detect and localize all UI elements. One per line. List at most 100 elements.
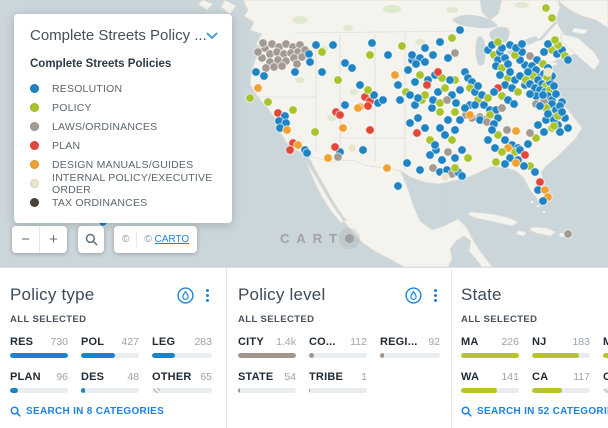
map-dot[interactable] <box>310 127 320 137</box>
search-categories-link[interactable]: SEARCH IN 8 CATEGORIES <box>10 406 164 417</box>
map-dot[interactable] <box>333 152 343 162</box>
map-dot[interactable] <box>390 70 400 80</box>
map-dot[interactable] <box>415 165 425 175</box>
map-dot[interactable] <box>328 40 338 50</box>
zoom-out-button[interactable]: − <box>21 231 30 248</box>
map-dot[interactable] <box>503 59 513 69</box>
map-dot[interactable] <box>451 98 461 108</box>
map-dot[interactable] <box>365 50 375 60</box>
map-dot[interactable] <box>525 128 535 138</box>
map-dot[interactable] <box>543 109 553 119</box>
map-dot[interactable] <box>317 47 327 57</box>
map-dot[interactable] <box>311 40 321 50</box>
map-dot[interactable] <box>415 70 425 80</box>
map-dot[interactable] <box>447 33 457 43</box>
map-dot[interactable] <box>397 41 407 51</box>
map-dot[interactable] <box>473 81 483 91</box>
search-categories-link[interactable]: SEARCH IN 52 CATEGORIES <box>461 406 608 417</box>
map-dot[interactable] <box>511 158 521 168</box>
filter-droplet-button[interactable] <box>177 286 194 304</box>
map-dot[interactable] <box>440 130 450 140</box>
map-dot[interactable] <box>450 163 460 173</box>
map-dot[interactable] <box>517 39 527 49</box>
map-dot[interactable] <box>437 155 447 165</box>
category-item[interactable]: PLAN 96 <box>10 371 68 393</box>
map-dot[interactable] <box>367 38 377 48</box>
map-dot[interactable] <box>511 126 521 136</box>
map-dot[interactable] <box>402 158 412 168</box>
map-dot[interactable] <box>428 50 438 60</box>
map-dot[interactable] <box>445 75 455 85</box>
map-dot[interactable] <box>302 148 312 158</box>
map-dot[interactable] <box>497 147 507 157</box>
chevron-down-icon[interactable] <box>206 32 218 40</box>
map-dot[interactable] <box>489 87 499 97</box>
map-dot[interactable] <box>378 95 388 105</box>
map-dot[interactable] <box>440 172 450 182</box>
map-dot[interactable] <box>430 140 440 150</box>
map-dot[interactable] <box>543 39 553 49</box>
map-dot[interactable] <box>305 57 315 67</box>
map-dot[interactable] <box>288 105 298 115</box>
category-item[interactable]: POL 427 <box>81 336 139 358</box>
map-dot[interactable] <box>450 107 460 117</box>
map-dot[interactable] <box>547 13 557 23</box>
widget-menu-button[interactable] <box>428 287 442 303</box>
map-dot[interactable] <box>549 81 559 91</box>
map-dot[interactable] <box>383 50 393 60</box>
map-dot[interactable] <box>422 80 432 90</box>
map-dot[interactable] <box>500 159 510 169</box>
category-item[interactable]: CITY 1.4k <box>238 336 296 358</box>
map-dot[interactable] <box>538 90 548 100</box>
map-dot[interactable] <box>285 145 295 155</box>
map-dot[interactable] <box>550 35 560 45</box>
map-dot[interactable] <box>355 80 365 90</box>
map-dot[interactable] <box>317 67 327 77</box>
map-dot[interactable] <box>502 125 512 135</box>
map-dot[interactable] <box>358 145 368 155</box>
map-dot[interactable] <box>497 103 507 113</box>
map-dot[interactable] <box>440 83 450 93</box>
map-dot[interactable] <box>543 67 553 77</box>
attribution-info-button[interactable]: © <box>122 234 130 245</box>
map-dot[interactable] <box>259 71 269 81</box>
category-item[interactable]: STATE 54 <box>238 371 296 393</box>
map-dot[interactable] <box>393 181 403 191</box>
map-dot[interactable] <box>509 99 519 109</box>
map-dot[interactable] <box>447 135 457 145</box>
map-dot[interactable] <box>450 48 460 58</box>
category-item[interactable]: MA 226 <box>461 336 519 358</box>
map-dot[interactable] <box>363 101 373 111</box>
map-dot[interactable] <box>533 120 543 130</box>
category-item[interactable]: OTHER 65 <box>152 371 212 393</box>
map-dot[interactable] <box>292 59 302 69</box>
map-dot[interactable] <box>347 143 357 153</box>
map-dot[interactable] <box>365 125 375 135</box>
map-dot[interactable] <box>251 67 261 77</box>
map-dot[interactable] <box>435 37 445 47</box>
map-dot[interactable] <box>539 47 549 57</box>
map-dot[interactable] <box>551 89 561 99</box>
map-dot[interactable] <box>500 135 510 145</box>
map-dot[interactable] <box>530 167 540 177</box>
map-dot[interactable] <box>433 87 443 97</box>
map-dot[interactable] <box>304 49 314 59</box>
map-dot[interactable] <box>420 57 430 67</box>
map-dot[interactable] <box>563 55 573 65</box>
map-dot[interactable] <box>293 140 303 150</box>
map-dot[interactable] <box>269 62 279 72</box>
filter-droplet-button[interactable] <box>405 286 422 304</box>
legend-header[interactable]: Complete Streets Policy ... <box>30 27 218 44</box>
map-dot[interactable] <box>493 37 503 47</box>
map-dot[interactable] <box>539 127 549 137</box>
category-item[interactable]: CO... 112 <box>309 336 367 358</box>
map-dot[interactable] <box>428 163 438 173</box>
map-dot[interactable] <box>353 103 363 113</box>
map-dot[interactable] <box>253 83 263 93</box>
map-dot[interactable] <box>412 128 422 138</box>
category-item[interactable]: OTHER <box>603 371 608 393</box>
map-dot[interactable] <box>483 135 493 145</box>
map-dot[interactable] <box>335 110 345 120</box>
category-item[interactable]: TRIBE 1 <box>309 371 367 393</box>
map-dot[interactable] <box>443 115 453 125</box>
